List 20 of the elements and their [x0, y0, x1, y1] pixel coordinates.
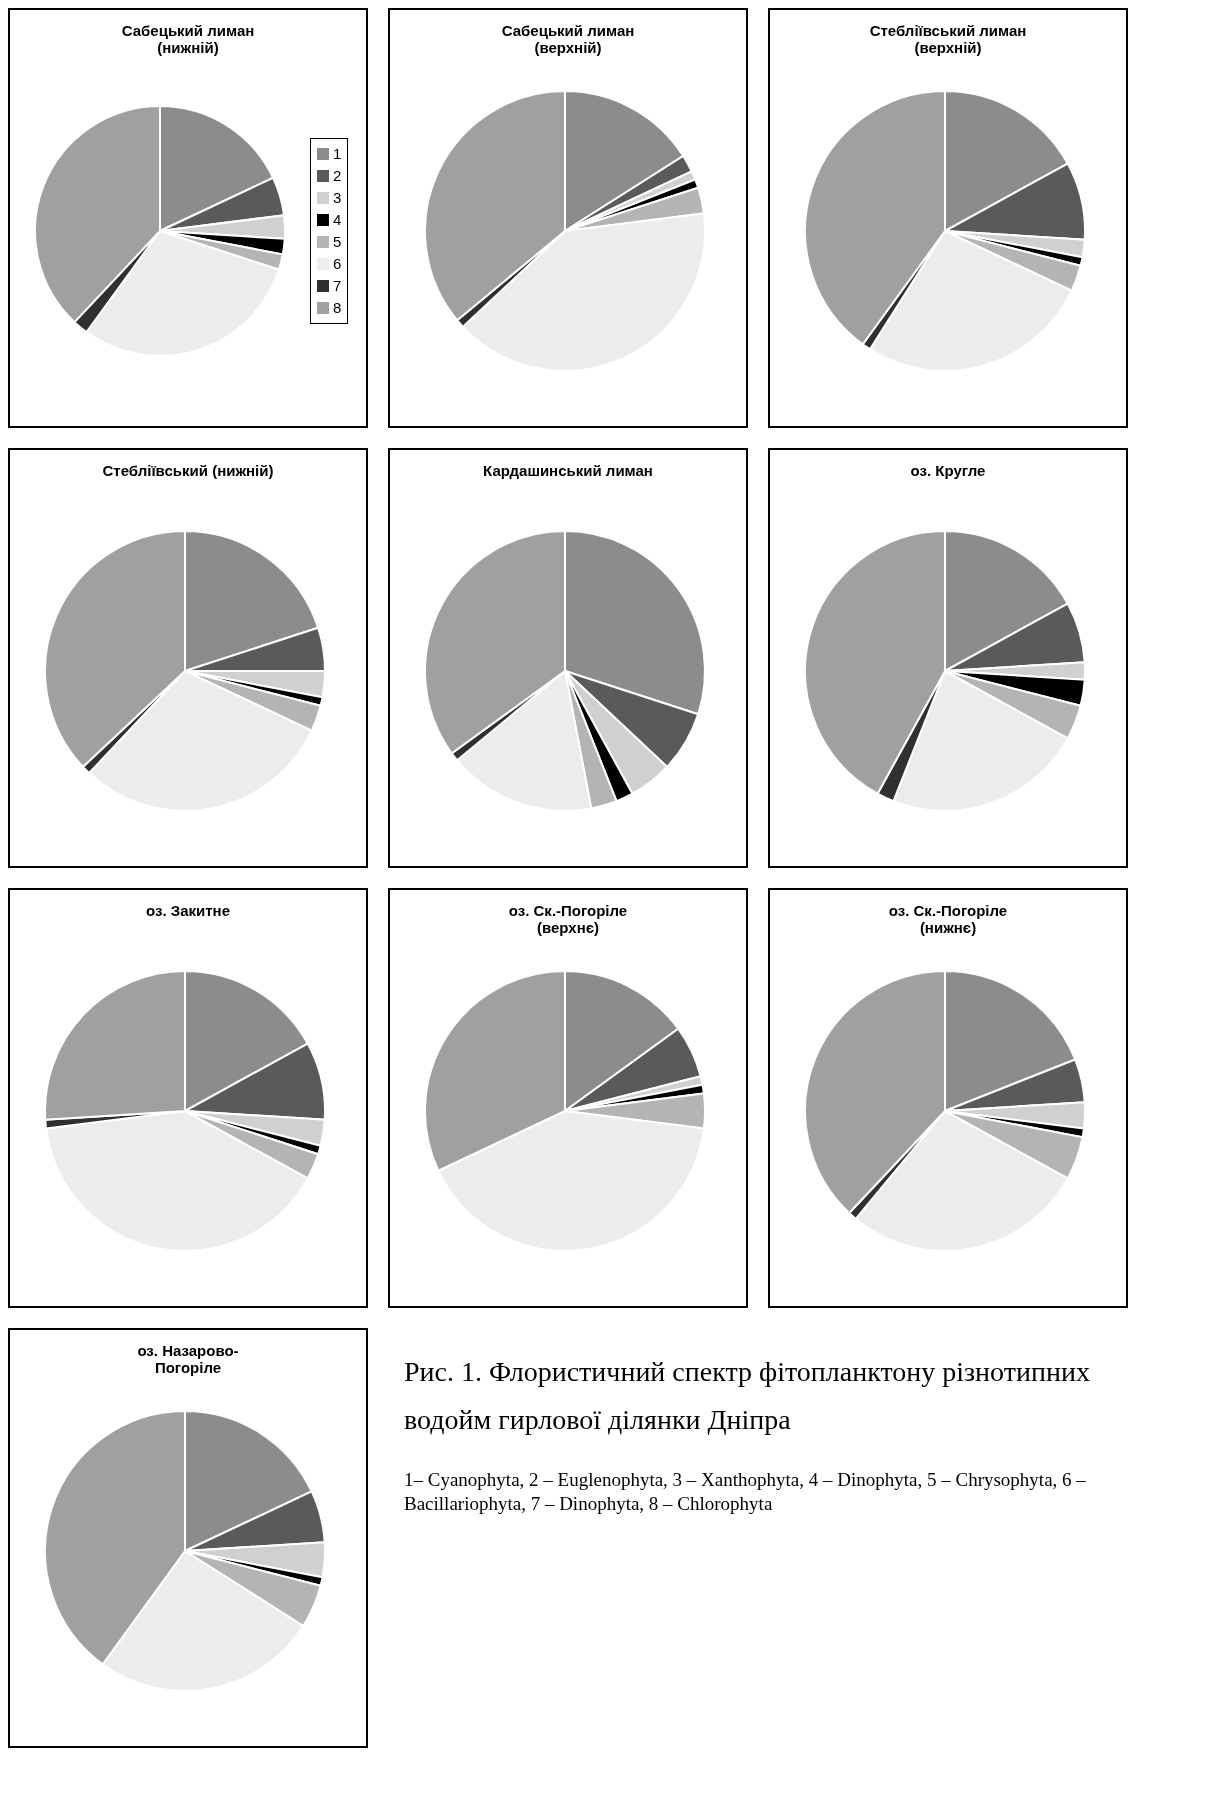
- legend-label: 8: [333, 298, 342, 318]
- legend-label: 2: [333, 166, 342, 186]
- legend-label: 7: [333, 276, 342, 296]
- chart-title: оз. Кругле: [909, 462, 987, 481]
- text: Рис. 1. Флористичний спектр фітопланктону різнотипних водойм гирлової ділянки Дніпра: [404, 1355, 1091, 1437]
- chart-title: Сабецький лиман (верхній): [500, 22, 636, 58]
- chart-title: Стебліївський лиман (верхній): [868, 22, 1028, 58]
- chart-title: Кардашинський лиман: [482, 462, 654, 481]
- text: 1– Cyanophyta, 2 – Euglenophyta, 3 – Xanthophyta, 4 – Dinophyta, 5 – Chrysophyta, 6 – Bacillariophyta, 7 – Dinophyta, 8 – Chlorophyta: [404, 1468, 1087, 1516]
- legend-label: 6: [333, 254, 342, 274]
- legend-label: 1: [333, 144, 342, 164]
- chart-title: Стебліївський (нижній): [101, 462, 275, 481]
- chart-title: Сабецький лиман (нижній): [120, 22, 256, 58]
- legend-label: 4: [333, 210, 342, 230]
- legend-label: 5: [333, 232, 342, 252]
- chart-title: оз. Ск.-Погоріле (верхнє): [507, 902, 629, 938]
- chart-title: оз. Назарово- Погоріле: [136, 1342, 240, 1378]
- legend-label: 3: [333, 188, 342, 208]
- chart-title: оз. Закитне: [145, 902, 231, 921]
- chart-title: оз. Ск.-Погоріле (нижнє): [887, 902, 1009, 938]
